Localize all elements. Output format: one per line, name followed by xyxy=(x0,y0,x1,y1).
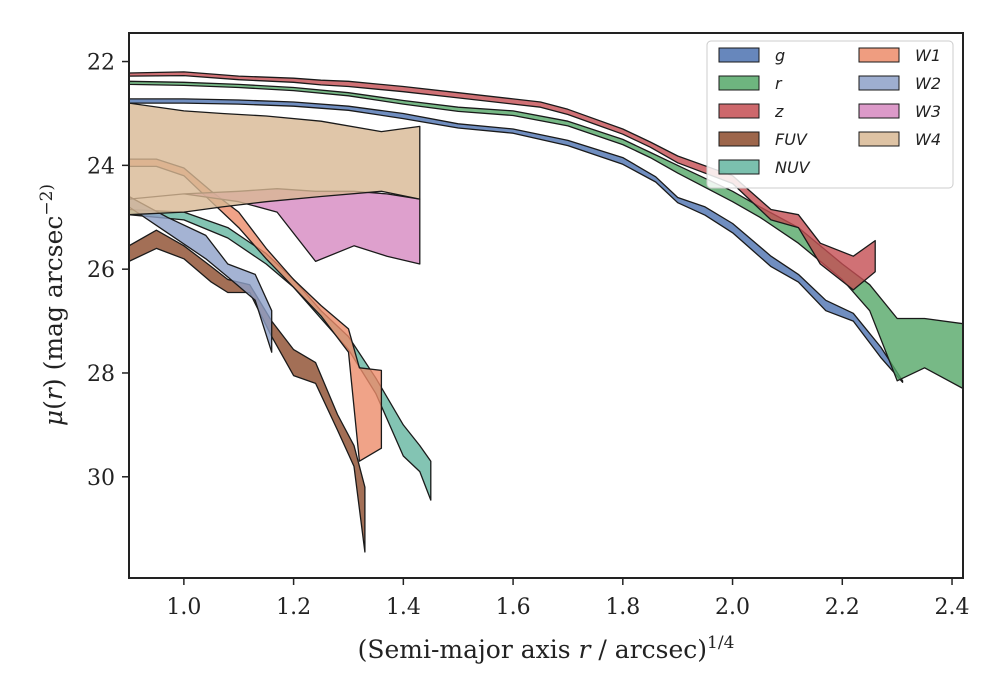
legend-swatch-r xyxy=(718,75,760,91)
legend-swatch-w1 xyxy=(858,47,900,63)
legend-swatch-w2 xyxy=(858,75,900,91)
legend-label-nuv: NUV xyxy=(775,158,811,177)
legend-label-w4: W4 xyxy=(915,130,941,149)
legend-label-w3: W3 xyxy=(915,102,941,121)
legend-label-r: r xyxy=(775,74,783,93)
legend: grz FUV NUV W1 W2 W3 W4 xyxy=(706,40,954,189)
legend-swatch-z xyxy=(718,103,760,119)
y-tick-label: 28 xyxy=(87,362,115,387)
legend-swatch-w4 xyxy=(858,131,900,147)
legend-swatch-w3 xyxy=(858,103,900,119)
legend-label-w2: W2 xyxy=(915,74,941,93)
band-fuv xyxy=(129,229,366,553)
legend-label-fuv: FUV xyxy=(775,130,808,149)
y-tick-label: 26 xyxy=(87,258,115,283)
y-axis-title: μ(r) (mag arcsec−2) xyxy=(37,184,68,426)
legend-label-z: z xyxy=(774,102,784,121)
band-r xyxy=(129,80,963,390)
x-tick-label: 1.4 xyxy=(386,595,421,620)
plot-frame xyxy=(128,32,964,579)
x-axis: 1.0 1.2 1.4 1.6 1.8 2.0 2.2 2.4 xyxy=(166,578,970,620)
legend-label-g: g xyxy=(775,46,785,65)
band-w4 xyxy=(129,102,421,216)
legend-swatch-fuv xyxy=(718,131,760,147)
y-axis: 22 24 26 28 30 xyxy=(87,51,129,491)
y-tick-label: 24 xyxy=(87,154,115,179)
x-tick-label: 1.6 xyxy=(496,595,531,620)
x-tick-label: 1.2 xyxy=(276,595,311,620)
x-tick-label: 1.8 xyxy=(605,595,640,620)
x-tick-label: 2.0 xyxy=(715,595,750,620)
y-tick-label: 22 xyxy=(87,51,115,76)
x-tick-label: 2.4 xyxy=(935,595,970,620)
legend-swatch-g xyxy=(718,47,760,63)
legend-swatch-nuv xyxy=(718,159,760,175)
legend-label-w1: W1 xyxy=(915,46,941,65)
x-tick-label: 2.2 xyxy=(825,595,860,620)
band-g xyxy=(129,98,904,383)
y-tick-label: 30 xyxy=(87,466,115,491)
x-axis-title: (Semi-major axis r / arcsec)1/4 xyxy=(358,633,735,664)
x-tick-label: 1.0 xyxy=(166,595,201,620)
